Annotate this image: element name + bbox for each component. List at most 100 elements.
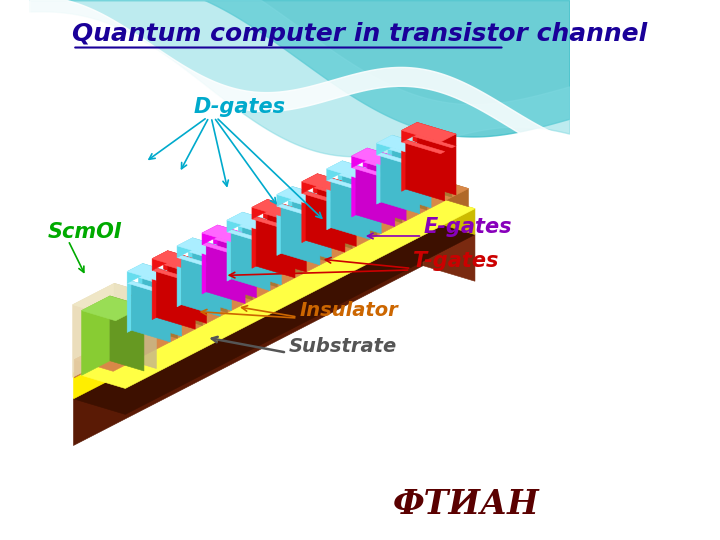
- Polygon shape: [406, 151, 413, 189]
- Polygon shape: [388, 147, 431, 161]
- Polygon shape: [181, 255, 220, 316]
- Polygon shape: [256, 227, 264, 266]
- Polygon shape: [231, 230, 270, 291]
- Text: T-gates: T-gates: [413, 251, 498, 271]
- Polygon shape: [177, 238, 192, 258]
- Polygon shape: [367, 160, 406, 221]
- Polygon shape: [152, 251, 168, 271]
- Polygon shape: [406, 140, 445, 201]
- Polygon shape: [377, 135, 431, 155]
- Polygon shape: [356, 176, 363, 215]
- Polygon shape: [73, 219, 423, 446]
- Polygon shape: [377, 153, 420, 166]
- Polygon shape: [277, 204, 320, 218]
- Polygon shape: [327, 178, 370, 192]
- Polygon shape: [181, 266, 189, 305]
- Polygon shape: [252, 217, 256, 268]
- Polygon shape: [114, 284, 156, 368]
- Polygon shape: [217, 225, 256, 248]
- Polygon shape: [377, 153, 381, 204]
- Polygon shape: [81, 296, 110, 375]
- Polygon shape: [402, 140, 445, 154]
- Polygon shape: [363, 176, 402, 223]
- Polygon shape: [131, 292, 177, 307]
- Polygon shape: [292, 186, 331, 210]
- Polygon shape: [356, 166, 395, 226]
- Polygon shape: [313, 202, 352, 248]
- Polygon shape: [243, 224, 282, 285]
- Polygon shape: [402, 140, 406, 191]
- Polygon shape: [381, 153, 420, 214]
- Polygon shape: [331, 189, 377, 204]
- Polygon shape: [338, 189, 377, 235]
- Polygon shape: [338, 173, 381, 186]
- Polygon shape: [406, 151, 452, 166]
- Polygon shape: [430, 177, 469, 207]
- Polygon shape: [143, 264, 181, 287]
- Polygon shape: [363, 160, 406, 173]
- Polygon shape: [356, 176, 402, 192]
- Polygon shape: [131, 281, 170, 342]
- Polygon shape: [381, 163, 427, 179]
- Polygon shape: [143, 275, 181, 336]
- Polygon shape: [306, 191, 345, 252]
- Text: Quantum computer in transistor channel: Quantum computer in transistor channel: [73, 22, 648, 45]
- Polygon shape: [192, 249, 231, 310]
- Polygon shape: [163, 262, 207, 276]
- Polygon shape: [217, 237, 256, 298]
- Polygon shape: [318, 174, 356, 197]
- Polygon shape: [252, 199, 267, 219]
- Polygon shape: [256, 217, 295, 278]
- Polygon shape: [206, 253, 252, 268]
- Polygon shape: [152, 251, 207, 271]
- Polygon shape: [413, 134, 456, 148]
- Polygon shape: [127, 264, 181, 283]
- Polygon shape: [306, 202, 352, 217]
- Polygon shape: [181, 266, 228, 281]
- Text: Insulator: Insulator: [300, 301, 398, 320]
- Polygon shape: [331, 189, 338, 228]
- Text: D-gates: D-gates: [194, 97, 286, 117]
- Polygon shape: [74, 177, 469, 372]
- Polygon shape: [388, 163, 427, 210]
- Polygon shape: [189, 249, 192, 301]
- Polygon shape: [189, 249, 231, 264]
- Polygon shape: [281, 204, 320, 265]
- Polygon shape: [264, 211, 306, 225]
- Polygon shape: [352, 148, 367, 168]
- Polygon shape: [338, 173, 342, 224]
- Polygon shape: [423, 219, 475, 281]
- Polygon shape: [231, 240, 277, 255]
- Polygon shape: [206, 253, 213, 292]
- Polygon shape: [213, 237, 217, 288]
- Polygon shape: [381, 163, 388, 202]
- Polygon shape: [73, 284, 156, 318]
- Polygon shape: [342, 161, 381, 184]
- Polygon shape: [73, 284, 114, 377]
- Polygon shape: [138, 275, 143, 327]
- Polygon shape: [152, 268, 195, 282]
- Polygon shape: [352, 148, 406, 168]
- Polygon shape: [413, 134, 417, 185]
- Polygon shape: [402, 123, 417, 142]
- Polygon shape: [327, 178, 331, 230]
- Polygon shape: [302, 174, 356, 193]
- Polygon shape: [402, 123, 456, 142]
- Polygon shape: [363, 160, 367, 211]
- Polygon shape: [288, 198, 331, 212]
- Polygon shape: [277, 186, 331, 206]
- Polygon shape: [417, 134, 456, 195]
- Polygon shape: [267, 199, 306, 222]
- Polygon shape: [352, 166, 395, 179]
- Polygon shape: [331, 178, 370, 239]
- Polygon shape: [81, 296, 144, 321]
- Polygon shape: [138, 275, 181, 289]
- Polygon shape: [227, 230, 231, 281]
- Polygon shape: [227, 212, 243, 232]
- Polygon shape: [238, 240, 277, 287]
- Polygon shape: [423, 193, 475, 234]
- Polygon shape: [202, 225, 256, 245]
- Polygon shape: [302, 174, 318, 193]
- Polygon shape: [192, 238, 231, 261]
- Polygon shape: [252, 199, 306, 219]
